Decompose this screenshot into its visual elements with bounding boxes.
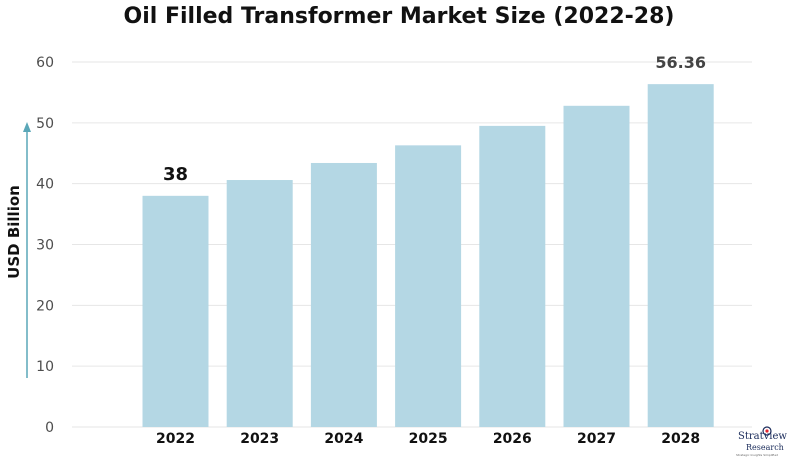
data-label-2022: 38: [163, 164, 188, 185]
bar-2026: [479, 125, 546, 427]
bars: [142, 84, 714, 428]
y-axis-label: USD Billion: [5, 185, 23, 279]
logo-name: Stratview: [738, 431, 787, 442]
logo-tagline: Strategic Insights Simplified: [736, 453, 779, 457]
x-axis-ticks: 2022 2023 2024 2025 2026 2027 2028: [156, 431, 700, 447]
y-tick-label: 20: [36, 298, 54, 314]
y-tick-label: 0: [45, 420, 54, 436]
bar-2028: [647, 84, 714, 427]
y-tick-label: 40: [36, 177, 54, 193]
x-tick-label: 2027: [577, 431, 616, 447]
logo-mark-icon: [762, 426, 772, 436]
stratview-logo: Stratview Research Strategic Insights Si…: [732, 426, 794, 457]
data-labels: 38 56.36: [163, 53, 706, 185]
x-tick-label: 2025: [409, 431, 448, 447]
y-axis-arrow: [23, 122, 31, 378]
x-tick-label: 2028: [661, 431, 700, 447]
y-tick-label: 10: [36, 359, 54, 375]
bar-2023: [226, 180, 293, 427]
bar-2022: [142, 195, 209, 427]
chart-title: Oil Filled Transformer Market Size (2022…: [123, 4, 675, 29]
data-label-2028: 56.36: [655, 53, 706, 72]
bar-2025: [395, 145, 462, 427]
y-axis-ticks: 0 10 20 30 40 50 60: [36, 55, 54, 436]
bar-2024: [310, 162, 377, 427]
y-tick-label: 60: [36, 55, 54, 71]
y-tick-label: 50: [36, 116, 54, 132]
x-tick-label: 2024: [324, 431, 363, 447]
x-tick-label: 2022: [156, 431, 195, 447]
x-tick-label: 2026: [493, 431, 532, 447]
logo-sub: Research: [746, 443, 784, 452]
y-tick-label: 30: [36, 238, 54, 254]
x-tick-label: 2023: [240, 431, 279, 447]
bar-2027: [563, 105, 630, 428]
